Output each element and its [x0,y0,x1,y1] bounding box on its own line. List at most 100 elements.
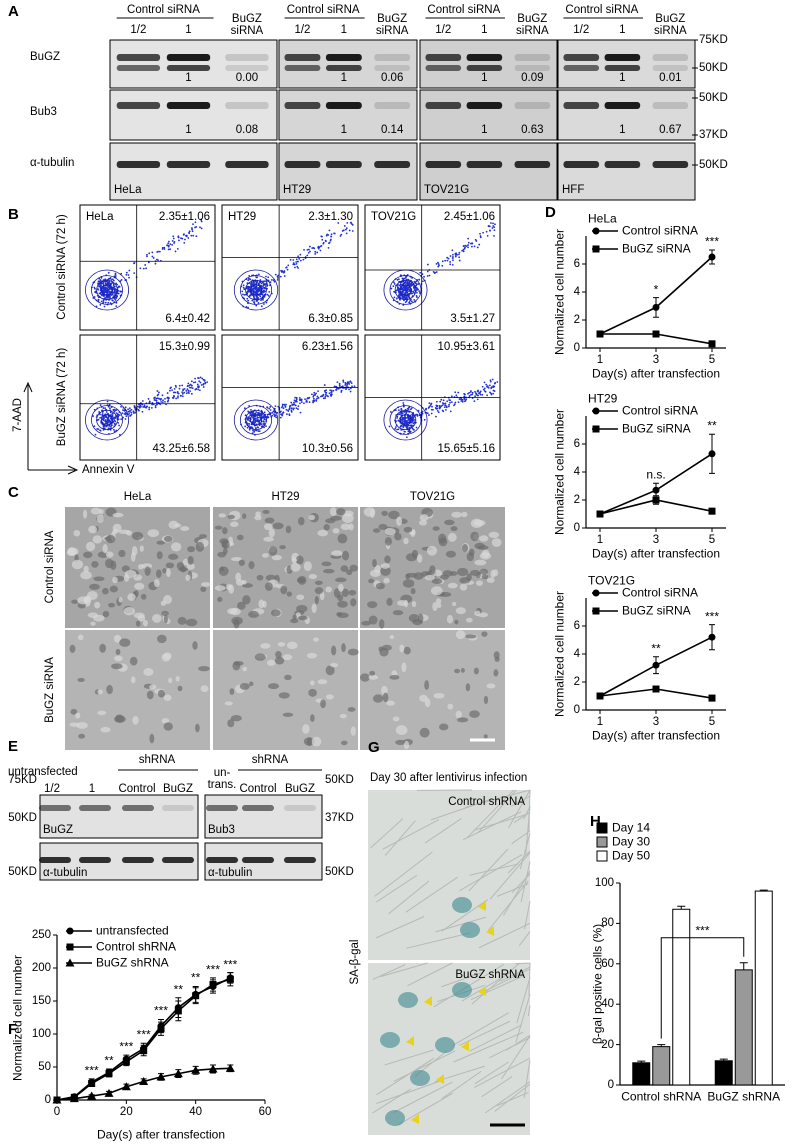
cell [180,566,186,573]
lane-group-label: Control siRNA [427,4,500,16]
cell [341,741,348,746]
flow-dot [290,405,292,407]
flow-dot [417,415,419,417]
cell [91,561,98,568]
cell [444,520,455,526]
flow-dot [298,258,300,260]
flow-dot [413,429,415,431]
cell [492,538,502,547]
cell [157,551,163,559]
flow-dot [309,246,311,248]
cell [271,609,281,616]
flow-dot [250,295,252,297]
flow-dot [262,294,264,296]
flow-dot [402,413,404,415]
flow-dot [129,407,131,409]
column-label: TOV21G [410,491,455,503]
flow-dot [390,411,392,413]
flow-dot [99,292,101,294]
cell [456,630,465,639]
flow-dot [435,416,437,418]
cell [333,528,340,533]
flow-dot [444,406,446,408]
flow-dot [275,405,277,407]
blot-band [242,857,274,863]
flow-dot [166,397,168,399]
flow-dot [199,389,201,391]
flow-dot [249,279,251,281]
quantification: 1 [185,72,191,84]
cell [368,579,374,584]
cell [369,671,375,676]
flow-dot [182,395,184,397]
legend-marker [593,426,600,433]
flow-dot [445,403,447,405]
flow-dot [467,238,469,240]
lane-label: BuGZ [163,783,193,795]
blot-band [206,857,238,863]
flow-dot [133,412,135,414]
flow-dot [293,402,295,404]
row-label: α-tubulin [43,867,87,879]
cell [279,545,285,549]
flow-dot [407,408,409,410]
flow-dot [458,256,460,258]
cell [164,536,173,542]
flow-dot [256,296,258,298]
quantification: 0.63 [521,124,543,136]
significance: ** [174,983,183,996]
flow-dot [342,385,344,387]
quadrant-value: 6.23±1.56 [302,341,353,353]
cell [262,553,269,558]
cell [119,638,130,646]
flow-dot [494,229,496,231]
flow-dot [291,407,293,409]
panel-label: D [545,205,556,221]
flow-dot [285,409,287,411]
flow-dot [454,403,456,405]
cell [369,616,378,625]
flow-dot [112,300,114,302]
flow-dot [394,283,396,285]
flow-dot [181,391,183,393]
quantification: 0.67 [659,124,681,136]
flow-dot [191,380,193,382]
cell [248,611,259,618]
flow-dot [475,240,477,242]
quadrant-value: 6.3±0.85 [308,313,353,325]
cell [393,716,400,721]
y-axis-label: Normalized cell number [12,954,25,1080]
flow-dot [139,267,141,269]
cell [487,578,495,583]
blot-band [284,805,316,811]
flow-dot [464,393,466,395]
cell [310,680,315,685]
cell [452,602,456,606]
cell [279,692,290,698]
flow-dot [403,287,405,289]
flow-dot [323,397,325,399]
cell [114,656,123,662]
lane-label: BuGZ siRNA [650,13,690,37]
cell [118,550,125,557]
panel-label: E [8,739,18,755]
flow-dot [306,399,308,401]
panel-label: G [368,740,380,756]
flow-dot [306,249,308,251]
blot-band [117,54,160,61]
flow-dot [405,421,407,423]
column-label: HeLa [124,491,152,503]
flow-dot [294,397,296,399]
bar [735,970,752,1085]
flow-dot [449,402,451,404]
x-tick-label: 40 [189,1106,202,1118]
flow-dot [482,386,484,388]
cell [480,569,488,575]
flow-dot [264,411,266,413]
flow-dot [329,389,331,391]
data-point [709,508,716,515]
panel-label: B [8,207,19,223]
flow-dot [143,268,145,270]
flow-dot [394,296,396,298]
flow-dot [98,419,100,421]
